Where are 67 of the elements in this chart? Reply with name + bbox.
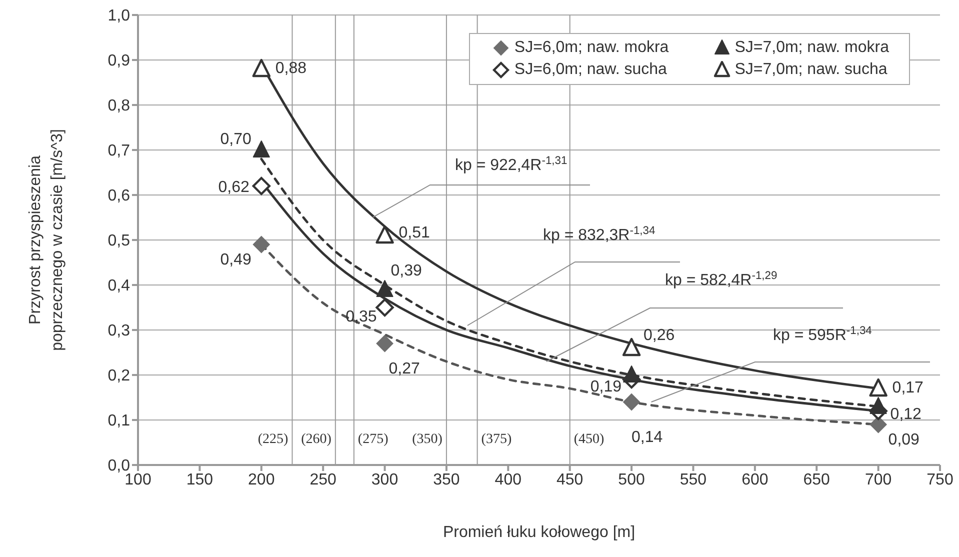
- point: [870, 416, 887, 433]
- point: [869, 378, 888, 397]
- point: [252, 140, 270, 158]
- x-tick-label: 350: [433, 471, 460, 488]
- point: [376, 280, 394, 297]
- point: [870, 397, 887, 414]
- data-label: 0,09: [888, 432, 920, 448]
- x-tick-label: 200: [248, 471, 275, 488]
- data-label: 0,51: [398, 224, 430, 242]
- annotation: kp = 582,4R$^{-1,29}$: [665, 270, 778, 289]
- x-tick-label: 600: [742, 471, 768, 488]
- data-label: 0,19: [590, 378, 622, 396]
- x-tick-label: 450: [556, 471, 584, 488]
- legend-label: SJ=6,0m; naw. sucha: [514, 61, 667, 79]
- legend-label: SJ=6,0m; naw. mokra: [514, 39, 669, 57]
- x-tick-label: 550: [680, 471, 707, 488]
- point: [252, 58, 270, 78]
- y-tick-label: 0,7: [108, 142, 130, 160]
- data-label: 0,88: [275, 60, 307, 77]
- point: [623, 366, 640, 382]
- y-tick-label: 0,2: [108, 368, 130, 385]
- ref-line-label: (225): [258, 432, 289, 447]
- legend-label: SJ=7,0m; naw. sucha: [734, 61, 888, 79]
- x-tick-label: 150: [186, 471, 214, 488]
- x-tick-label: 750: [926, 471, 954, 488]
- annotation: kp = 832,3R$^{-1,34}$: [543, 225, 656, 244]
- data-label: 0,35: [346, 308, 377, 326]
- x-tick-label: 700: [864, 471, 892, 488]
- x-tick-label: 500: [618, 471, 645, 488]
- point: [376, 298, 394, 317]
- point: [376, 225, 394, 244]
- ref-line-label: (375): [481, 432, 512, 447]
- data-label: 0,17: [892, 380, 924, 396]
- point: [252, 176, 270, 196]
- y-tick-label: 0,5: [108, 232, 130, 250]
- x-tick-label: 300: [371, 471, 398, 488]
- data-label: 0,14: [632, 429, 663, 446]
- data-label: 0,27: [388, 360, 420, 378]
- y-tick-label: 0,6: [108, 188, 130, 205]
- y-tick-label: 0,3: [108, 322, 130, 340]
- annotation: kp = 922,4R$^{-1,31}$: [455, 155, 568, 174]
- data-label: 0,26: [644, 327, 675, 344]
- point: [622, 338, 641, 356]
- y-tick-label: 0,1: [108, 412, 130, 430]
- x-tick-label: 400: [494, 471, 522, 488]
- y-tick-label: 0,8: [108, 98, 130, 115]
- data-label: 0,12: [890, 406, 922, 423]
- ref-line-label: (350): [412, 432, 443, 447]
- point: [623, 394, 640, 410]
- data-label: 0,49: [220, 252, 252, 268]
- legend-label: SJ=7,0m; naw. mokra: [734, 39, 889, 57]
- x-tick-label: 250: [310, 471, 337, 488]
- point: [376, 335, 394, 352]
- data-label: 0,62: [218, 179, 250, 196]
- data-label: 0,39: [390, 262, 422, 280]
- annotation: kp = 595R$^{-1,34}$: [773, 325, 872, 344]
- y-axis-title: Przyrost przyspieszenia poprzecznego w czasie [m/s^3]: [27, 129, 66, 351]
- x-axis-title: Promień łuku kołowego [m]: [442, 524, 636, 541]
- y-tick-label: 1,0: [108, 8, 130, 25]
- point: [252, 236, 270, 253]
- y-tick-label: 0,4: [108, 278, 130, 295]
- ref-line-label: (260): [301, 432, 332, 447]
- ref-line-label: (450): [574, 432, 605, 447]
- x-tick-label: 650: [803, 471, 830, 488]
- data-label: 0,70: [220, 131, 252, 148]
- y-tick-label: 0,9: [108, 52, 130, 70]
- ref-line-label: (275): [358, 432, 389, 447]
